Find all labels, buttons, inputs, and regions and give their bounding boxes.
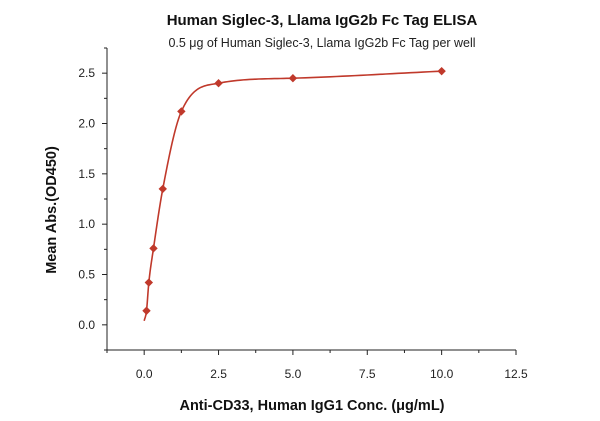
- x-ticks: 0.0 2.5 5.0 7.5 10.0 12.5: [106, 350, 528, 381]
- data-point: [288, 74, 298, 83]
- x-axis-label: Anti-CD33, Human IgG1 Conc. (μg/mL): [179, 398, 444, 414]
- x-tick-label: 7.5: [359, 367, 376, 381]
- x-tick-label: 0.0: [136, 367, 153, 381]
- y-tick-label: 0.0: [78, 318, 95, 332]
- data-point: [437, 66, 446, 76]
- y-tick-label: 0.5: [78, 268, 95, 282]
- y-tick-label: 1.5: [78, 167, 95, 181]
- data-point: [149, 244, 158, 253]
- data-point: [144, 278, 154, 287]
- y-axis-label: Mean Abs.(OD450): [44, 146, 60, 274]
- fit-curve: [143, 70, 442, 321]
- data-point: [142, 306, 151, 315]
- data-point: [158, 184, 167, 194]
- y-tick-label: 1.0: [78, 217, 95, 231]
- axes: [106, 48, 516, 351]
- y-ticks: 0.0 0.5 1.0 1.5 2.0 2.5: [78, 47, 107, 351]
- x-tick-label: 5.0: [285, 367, 302, 381]
- y-tick-label: 2.0: [78, 117, 95, 131]
- data-point: [177, 107, 186, 116]
- x-tick-label: 10.0: [430, 367, 454, 381]
- data-point: [214, 79, 223, 88]
- chart-subtitle: 0.5 μg of Human Siglec-3, Llama IgG2b Fc…: [168, 36, 475, 50]
- y-tick-label: 2.5: [78, 66, 95, 80]
- x-tick-label: 12.5: [504, 367, 528, 381]
- x-tick-label: 2.5: [210, 367, 227, 381]
- data-points: [142, 66, 446, 315]
- chart-title: Human Siglec-3, Llama IgG2b Fc Tag ELISA: [167, 12, 478, 29]
